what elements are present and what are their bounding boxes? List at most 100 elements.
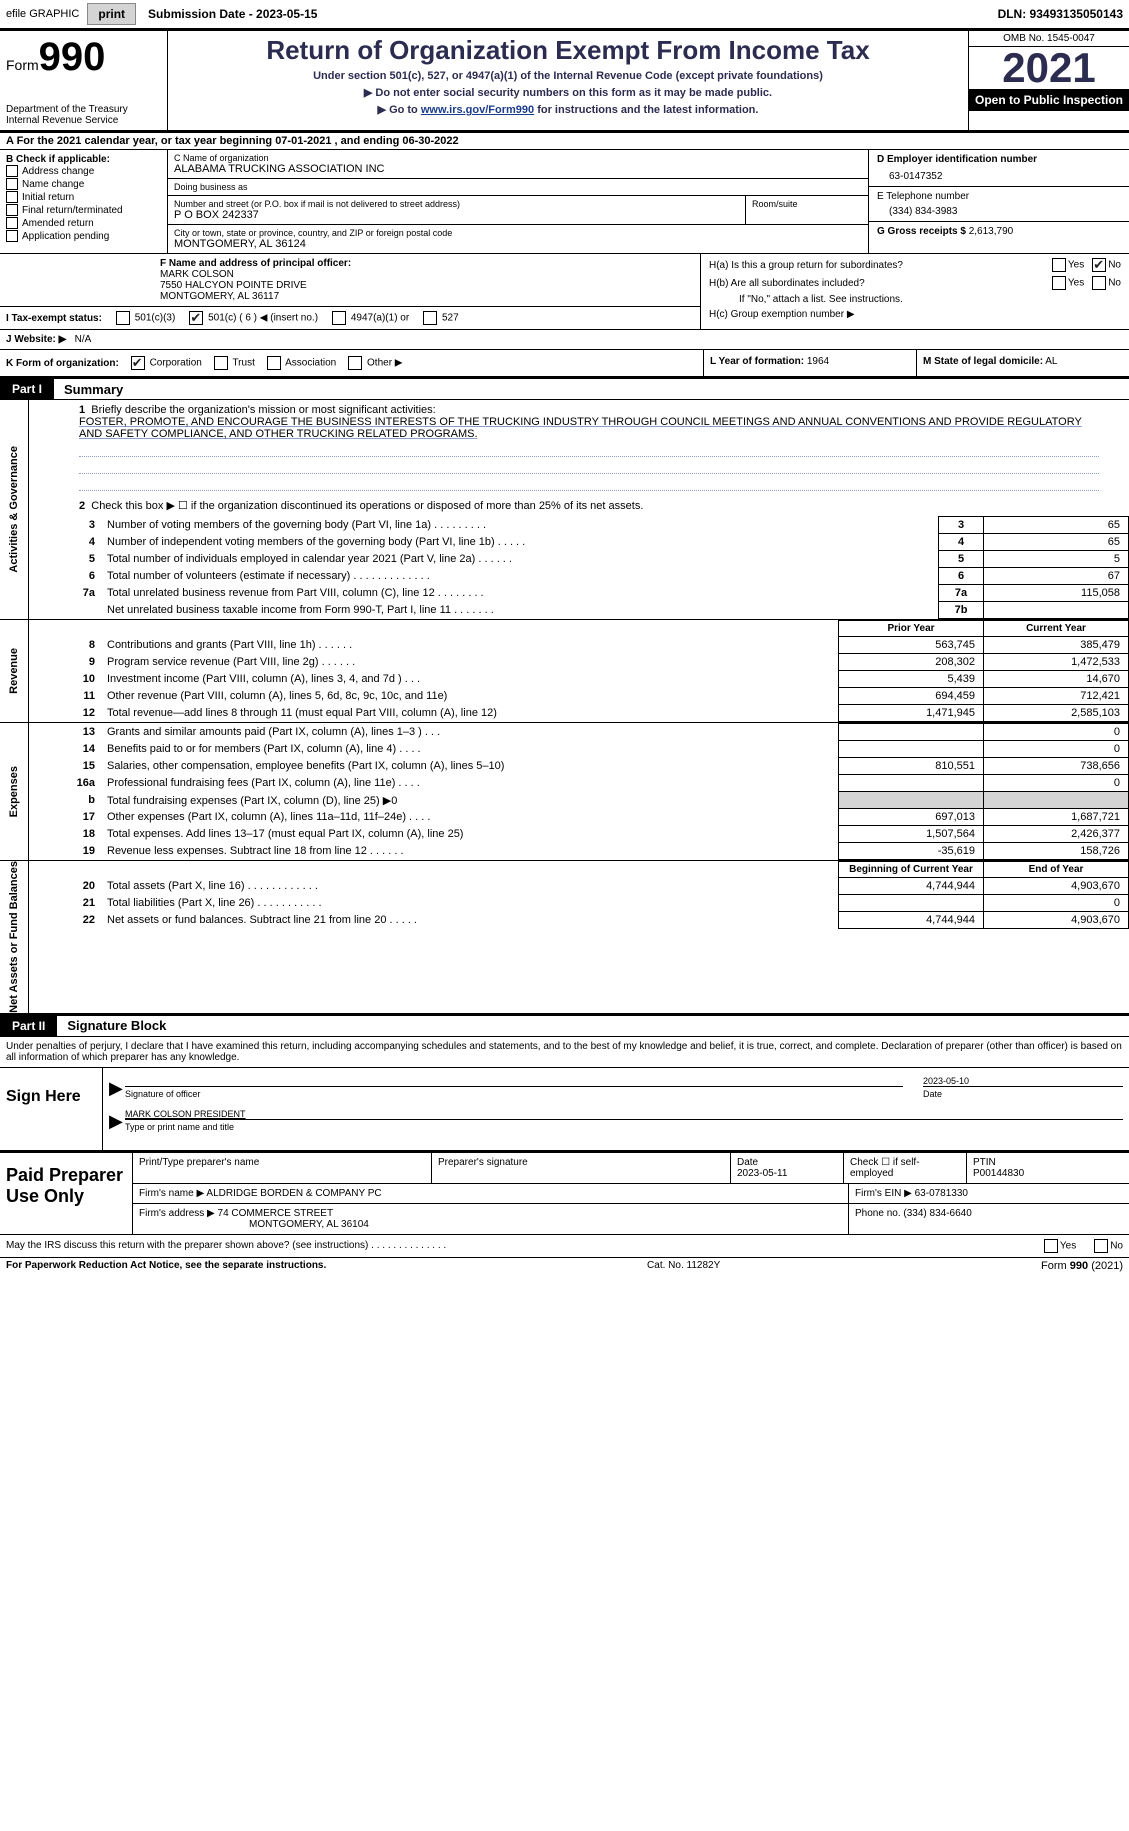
k-association[interactable]: Association (265, 356, 336, 370)
hb-no[interactable]: No (1090, 276, 1121, 290)
check-application-pending[interactable]: Application pending (6, 230, 161, 242)
row-j: J Website: ▶ N/A (0, 330, 1129, 350)
blank (101, 862, 839, 878)
check-address-change[interactable]: Address change (6, 165, 161, 177)
block-fi-left: F Name and address of principal officer:… (0, 254, 701, 329)
k-trust[interactable]: Trust (212, 356, 255, 370)
firm-name-cell: Firm's name ▶ ALDRIDGE BORDEN & COMPANY … (133, 1184, 849, 1203)
line-desc: Net unrelated business taxable income fr… (101, 602, 939, 619)
print-button[interactable]: print (87, 3, 136, 25)
block-fhi: F Name and address of principal officer:… (0, 254, 1129, 330)
firm-ein-label: Firm's EIN ▶ (855, 1188, 912, 1199)
summary-line: 14Benefits paid to or for members (Part … (29, 741, 1129, 758)
part2-header: Part II Signature Block (0, 1016, 1129, 1037)
hb-note: If "No," attach a list. See instructions… (709, 294, 1121, 305)
date-label: Date (923, 1089, 942, 1099)
irs-link[interactable]: www.irs.gov/Form990 (421, 104, 534, 116)
line-desc: Benefits paid to or for members (Part IX… (101, 741, 839, 758)
dba-cell: Doing business as (168, 179, 868, 196)
current-value: 712,421 (984, 688, 1129, 705)
col-b-label: B Check if applicable: (6, 154, 161, 165)
k-other-label: Other ▶ (367, 358, 402, 369)
line-number: 19 (29, 843, 101, 860)
line-number: 22 (29, 912, 101, 929)
line-box: 4 (939, 534, 984, 551)
part1-badge: Part I (0, 379, 54, 399)
col-de: D Employer identification number 63-0147… (869, 150, 1129, 253)
summary-line: 20Total assets (Part X, line 16) . . . .… (29, 878, 1129, 895)
blank (101, 621, 839, 637)
status-501c3[interactable]: 501(c)(3) (114, 311, 175, 325)
prior-value (839, 775, 984, 792)
current-value: 14,670 (984, 671, 1129, 688)
line-desc: Revenue less expenses. Subtract line 18 … (101, 843, 839, 860)
gross-value: 2,613,790 (969, 226, 1014, 237)
tab-na-label: Net Assets or Fund Balances (8, 861, 20, 1013)
street-value: P O BOX 242337 (174, 209, 739, 221)
status-4947-label: 4947(a)(1) or (351, 313, 409, 324)
blank (29, 862, 101, 878)
current-value: 2,426,377 (984, 826, 1129, 843)
top-bar: efile GRAPHIC print Submission Date - 20… (0, 0, 1129, 31)
open-inspection: Open to Public Inspection (969, 89, 1129, 111)
gross-label: G Gross receipts $ (877, 226, 966, 237)
check-amended[interactable]: Amended return (6, 217, 161, 229)
preparer-fields: Print/Type preparer's name Preparer's si… (132, 1153, 1129, 1234)
hb-yes[interactable]: Yes (1050, 276, 1084, 290)
current-value (984, 792, 1129, 809)
ha-yes[interactable]: Yes (1050, 258, 1084, 272)
line1-text: FOSTER, PROMOTE, AND ENCOURAGE THE BUSIN… (79, 416, 1082, 440)
street-cell: Number and street (or P.O. box if mail i… (168, 196, 746, 224)
status-527[interactable]: 527 (421, 311, 458, 325)
k-corporation[interactable]: Corporation (129, 356, 202, 370)
current-value: 2,585,103 (984, 705, 1129, 722)
l-value: 1964 (807, 356, 829, 367)
line-box: 6 (939, 568, 984, 585)
prep-sig-label: Preparer's signature (432, 1153, 731, 1183)
summary-line: 18Total expenses. Add lines 13–17 (must … (29, 826, 1129, 843)
col-header-current: Current Year (984, 621, 1129, 637)
officer-name: MARK COLSON (160, 269, 234, 280)
tab-activities-governance: Activities & Governance (0, 400, 29, 619)
firm-phone-label: Phone no. (855, 1208, 901, 1219)
sign-here-block: Sign Here ▶ Signature of officer 2023-05… (0, 1068, 1129, 1153)
paperwork-label: For Paperwork Reduction Act Notice, see … (6, 1260, 326, 1271)
current-value: 1,687,721 (984, 809, 1129, 826)
ptin-value: P00144830 (973, 1168, 1024, 1179)
current-value: 0 (984, 724, 1129, 741)
prior-value: 694,459 (839, 688, 984, 705)
col-c: C Name of organization ALABAMA TRUCKING … (167, 150, 869, 253)
discuss-no[interactable]: No (1092, 1239, 1123, 1253)
cat-no: Cat. No. 11282Y (326, 1260, 1041, 1271)
ha-no[interactable]: No (1090, 258, 1121, 272)
tax-status-row: I Tax-exempt status: 501(c)(3) 501(c) ( … (0, 307, 700, 329)
gross-cell: G Gross receipts $ 2,613,790 (869, 222, 1129, 241)
discuss-text: May the IRS discuss this return with the… (6, 1240, 446, 1251)
note-link-post: for instructions and the latest informat… (534, 104, 758, 116)
check-initial-return[interactable]: Initial return (6, 191, 161, 203)
firm-name-label: Firm's name ▶ (139, 1188, 204, 1199)
check-self-employed[interactable]: Check ☐ if self-employed (844, 1153, 967, 1183)
check-name-change[interactable]: Name change (6, 178, 161, 190)
line-number: 17 (29, 809, 101, 826)
ein-value: 63-0147352 (877, 165, 1121, 182)
sig-date-value: 2023-05-10 (923, 1076, 1123, 1086)
k-other[interactable]: Other ▶ (346, 356, 402, 370)
prior-value: 4,744,944 (839, 878, 984, 895)
row-k: K Form of organization: Corporation Trus… (0, 350, 1129, 379)
phone-value: (334) 834-3983 (877, 202, 1121, 217)
na-content: Beginning of Current YearEnd of Year20To… (29, 861, 1129, 1013)
status-501c[interactable]: 501(c) ( 6 ) ◀ (insert no.) (187, 311, 318, 325)
check-final-return[interactable]: Final return/terminated (6, 204, 161, 216)
form-number: Form990 (6, 35, 161, 80)
line-number: 13 (29, 724, 101, 741)
efile-label: efile GRAPHIC (6, 8, 79, 20)
status-4947[interactable]: 4947(a)(1) or (330, 311, 409, 325)
line-desc: Grants and similar amounts paid (Part IX… (101, 724, 839, 741)
prior-value (839, 895, 984, 912)
summary-line: 19Revenue less expenses. Subtract line 1… (29, 843, 1129, 860)
discuss-yes[interactable]: Yes (1042, 1239, 1076, 1253)
line-number: 12 (29, 705, 101, 722)
na-table: Beginning of Current YearEnd of Year20To… (29, 861, 1129, 929)
form-number-big: 990 (39, 35, 106, 79)
